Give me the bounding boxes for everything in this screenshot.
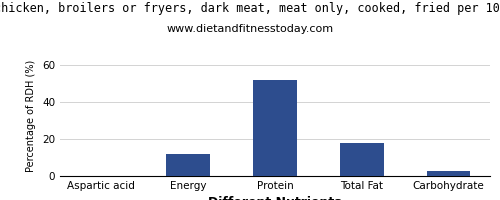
X-axis label: Different Nutrients: Different Nutrients (208, 196, 342, 200)
Text: www.dietandfitnesstoday.com: www.dietandfitnesstoday.com (166, 24, 334, 34)
Text: chicken, broilers or fryers, dark meat, meat only, cooked, fried per 100: chicken, broilers or fryers, dark meat, … (0, 2, 500, 15)
Bar (427, 171, 470, 176)
Bar (254, 80, 296, 176)
Bar (166, 154, 210, 176)
Y-axis label: Percentage of RDH (%): Percentage of RDH (%) (26, 60, 36, 172)
Bar (340, 143, 384, 176)
